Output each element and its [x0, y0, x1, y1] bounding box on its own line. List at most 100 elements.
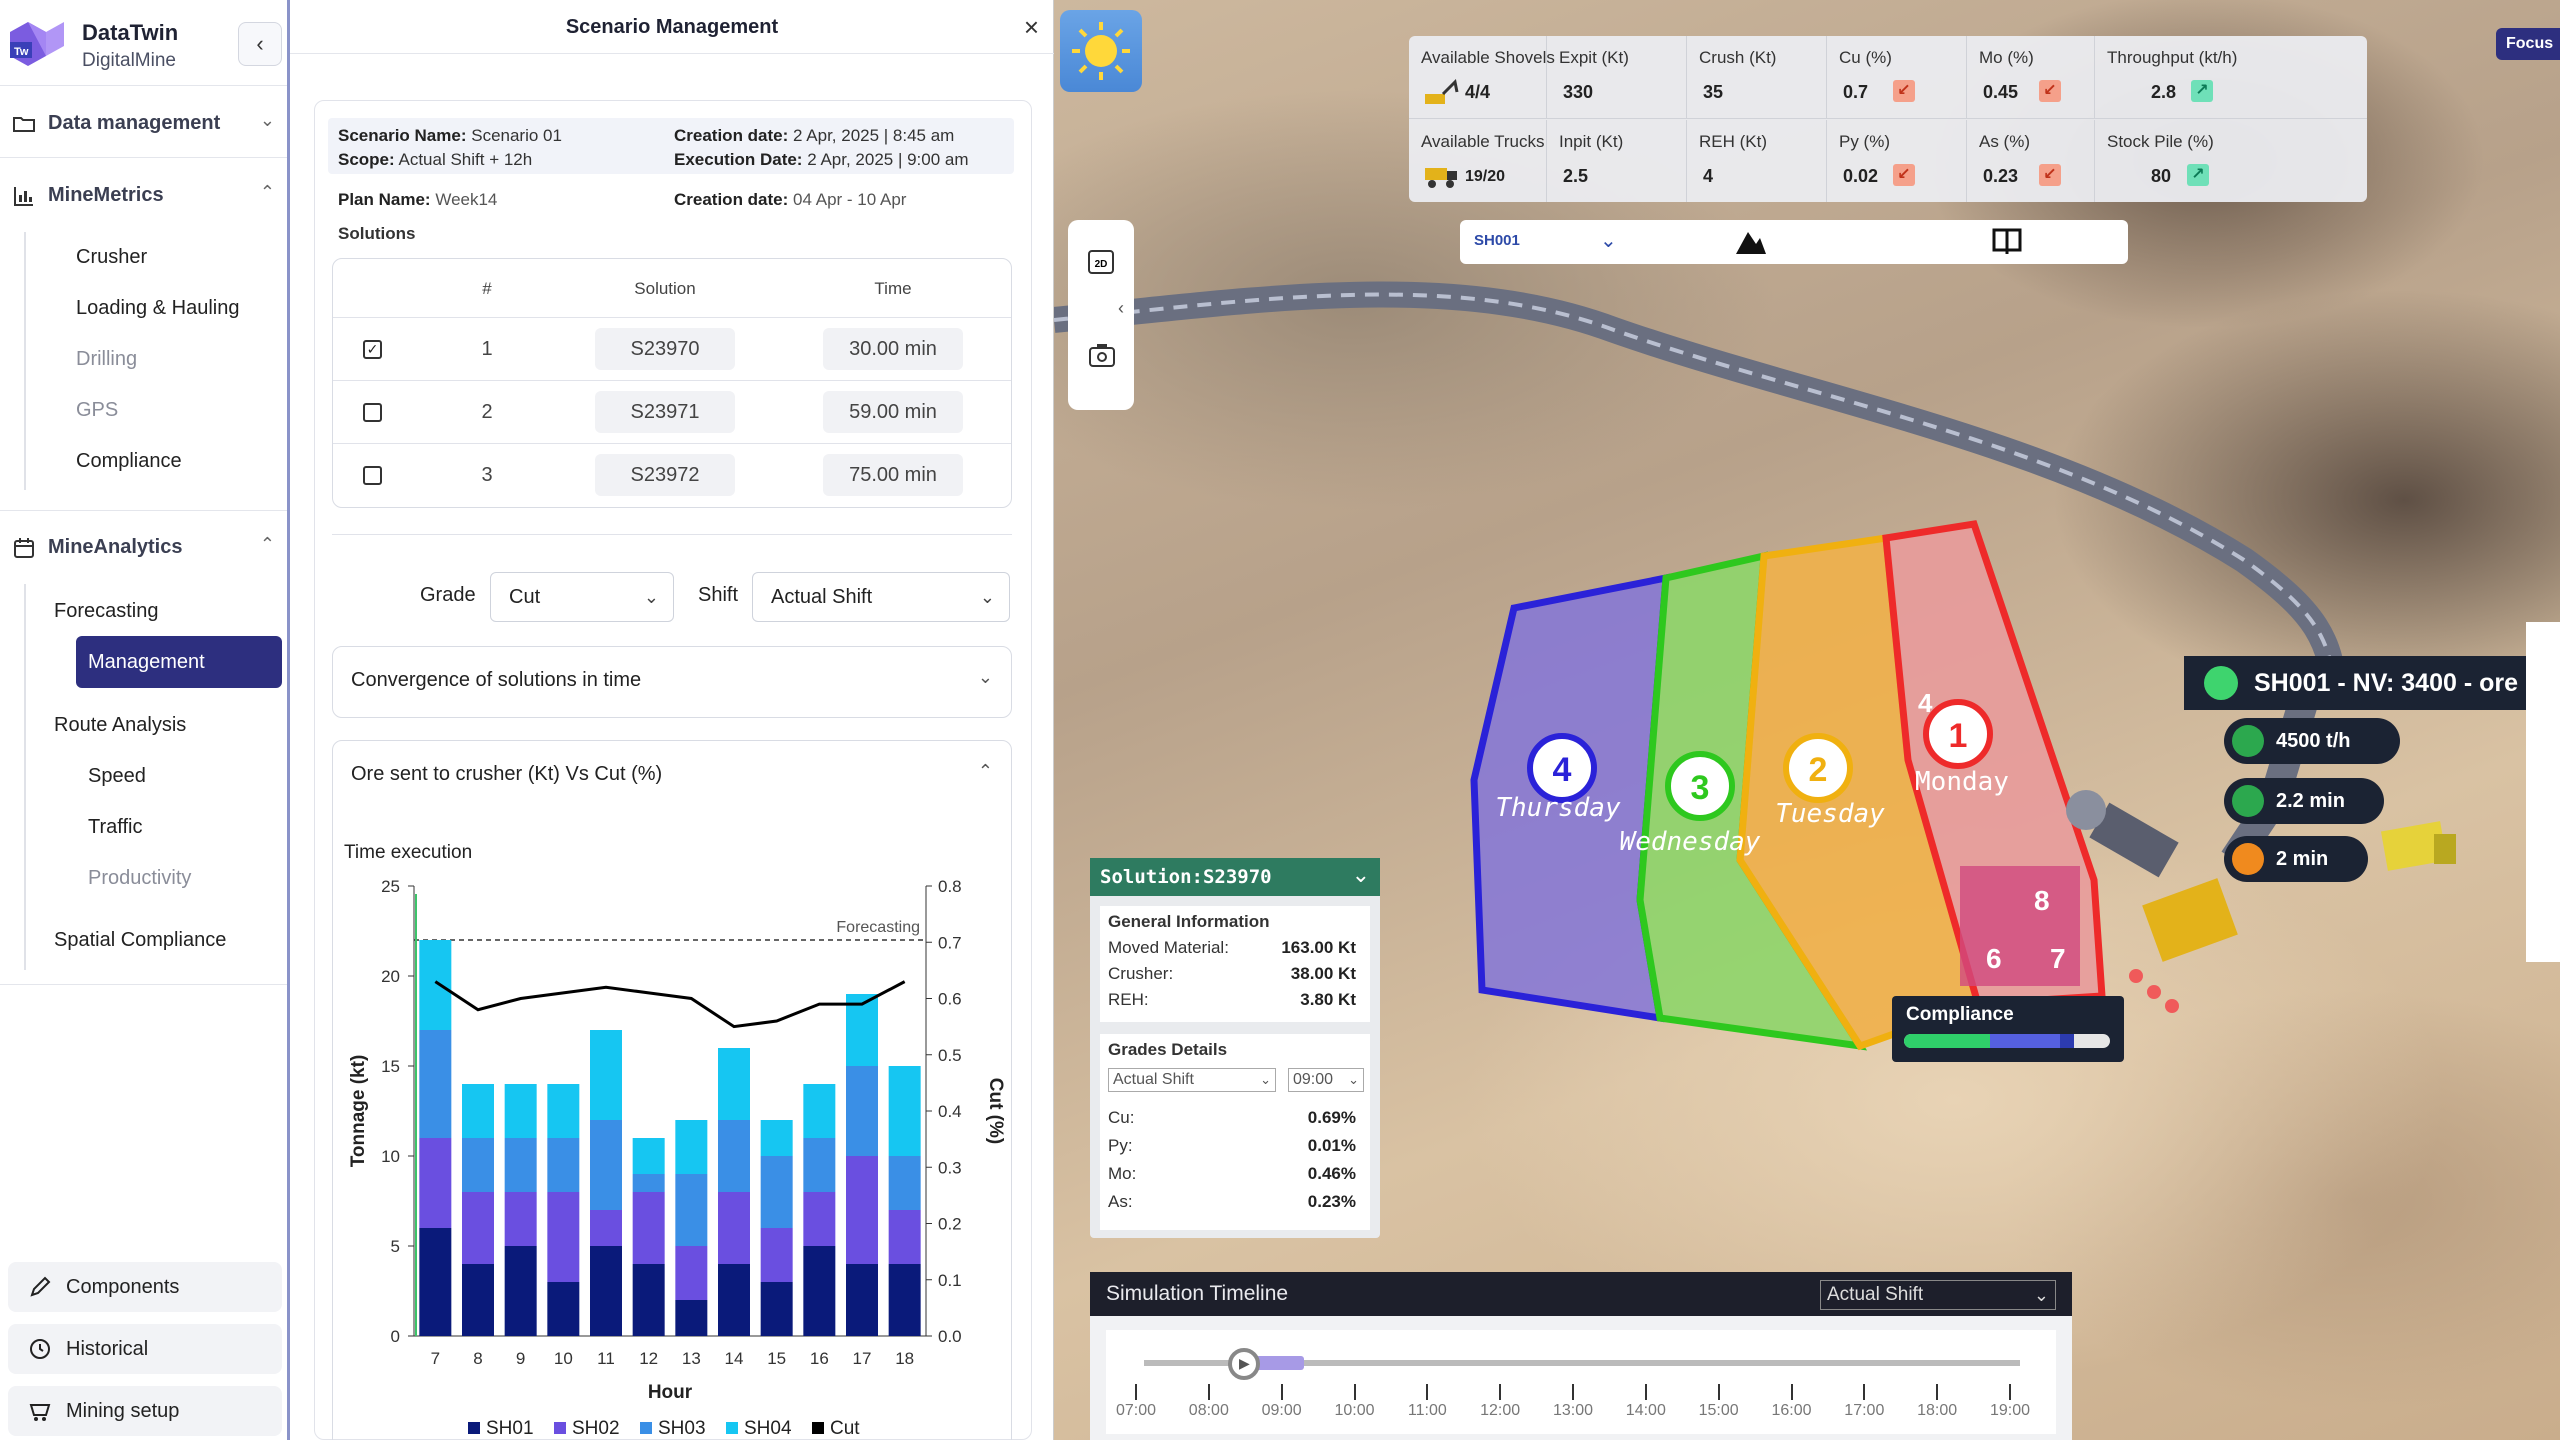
svg-text:1: 1: [1949, 717, 1968, 755]
panel-title: Scenario Management: [290, 0, 1054, 54]
block-label: 6: [1986, 943, 2002, 974]
bar-segment-sh02: [718, 1192, 750, 1264]
zone-marker-2[interactable]: 2: [1783, 733, 1853, 803]
close-icon[interactable]: ×: [1023, 12, 1039, 42]
scenario-execution-date: Execution Date: 2 Apr, 2025 | 9:00 am: [674, 150, 969, 169]
nav-section-minemetrics[interactable]: MineMetrics ⌃: [0, 160, 287, 230]
haul-road-lanes: [1054, 292, 2336, 701]
legend-swatch: [468, 1422, 480, 1434]
nav-item-productivity[interactable]: Productivity: [88, 867, 192, 889]
chevron-down-icon[interactable]: ⌄: [1600, 230, 1617, 252]
timeline-hour-label: 14:00: [1625, 1402, 1666, 1419]
bar-segment-sh01: [803, 1246, 836, 1336]
convergence-accordion[interactable]: Convergence of solutions in time ⌄: [332, 646, 1012, 718]
bar-segment-sh04: [504, 1084, 537, 1138]
nav-item-drilling[interactable]: Drilling: [76, 348, 138, 370]
shovel-nv-label[interactable]: SH001 - NV: 3400 - ore: [2184, 656, 2560, 710]
solution-checkbox[interactable]: [363, 466, 382, 485]
trend-up-icon: ↗: [2191, 80, 2213, 102]
collapse-sidebar-button[interactable]: ‹: [238, 22, 282, 66]
nav-tree-line: [24, 232, 26, 490]
nav-item-spatial-compliance[interactable]: Spatial Compliance: [54, 929, 227, 951]
solution-id: S23972: [595, 454, 735, 496]
nav-item-management[interactable]: Management: [76, 636, 282, 688]
nav-item-forecasting[interactable]: Forecasting: [54, 600, 159, 622]
nav-item-traffic[interactable]: Traffic: [88, 816, 143, 838]
bar-segment-sh02: [888, 1210, 921, 1264]
nav-item-speed[interactable]: Speed: [88, 765, 146, 787]
solutions-table: # Solution Time ✓ 1 S23970 30.00 min 2 S…: [332, 258, 1012, 508]
x-tick-label: 13: [682, 1349, 701, 1368]
trend-down-icon: ↙: [1893, 80, 1915, 102]
bar-segment-sh04: [419, 940, 452, 1030]
bar-segment-sh03: [632, 1174, 665, 1192]
nav-item-crusher[interactable]: Crusher: [76, 246, 148, 268]
nav-section-label: MineMetrics: [48, 184, 164, 206]
chevron-left-icon[interactable]: ‹: [1118, 298, 1124, 318]
zone-marker-4[interactable]: 4: [1527, 733, 1597, 803]
zone-marker-3[interactable]: 3: [1665, 751, 1735, 821]
table-header-solution: Solution: [634, 279, 696, 298]
solution-checkbox[interactable]: ✓: [363, 340, 382, 359]
table-row[interactable]: 2 S23971 59.00 min: [333, 380, 1011, 443]
timeline-title: Simulation Timeline: [1090, 1272, 2072, 1316]
legend-swatch: [812, 1422, 824, 1434]
right-side-list[interactable]: [2526, 622, 2560, 962]
3d-mine-view[interactable]: 4 Thursday 3 Wednesday 2 Tuesday 1 Monda…: [1054, 0, 2560, 1440]
nav-item-loading-hauling[interactable]: Loading & Hauling: [76, 297, 240, 319]
nav-section-mineanalytics[interactable]: MineAnalytics ⌃: [0, 512, 287, 582]
timeline-hour-label: 09:00: [1261, 1402, 1302, 1419]
x-tick-label: 11: [597, 1349, 615, 1368]
kpi-crush: Crush (Kt) 35: [1687, 36, 1827, 118]
svg-text:Tw: Tw: [14, 46, 29, 58]
timeline-play-handle[interactable]: ▶: [1228, 1348, 1260, 1380]
path-dot: [2147, 985, 2161, 999]
trend-down-icon: ↙: [2039, 80, 2061, 102]
shovel-nv-text: SH001 - NV: 3400 - ore: [2254, 669, 2519, 697]
mining-setup-button[interactable]: Mining setup: [8, 1386, 282, 1436]
timeline-hour-label: 13:00: [1552, 1402, 1594, 1419]
bar-segment-sh04: [462, 1084, 494, 1138]
chevron-down-icon[interactable]: ⌄: [1351, 862, 1370, 887]
historical-button[interactable]: Historical: [8, 1324, 282, 1374]
bar-segment-sh03: [504, 1138, 537, 1192]
solution-checkbox[interactable]: [363, 403, 382, 422]
nav-section-data-management[interactable]: Data management ⌄: [0, 88, 287, 158]
kpi-available-shovels: Available Shovels 4/4: [1409, 36, 1555, 118]
zone-marker-1[interactable]: 1: [1923, 699, 1993, 769]
timeline-track[interactable]: [1144, 1360, 2020, 1366]
solution-time: 59.00 min: [823, 391, 963, 433]
bar-segment-sh03: [590, 1120, 622, 1210]
table-row[interactable]: ✓ 1 S23970 30.00 min: [333, 317, 1011, 380]
kpi-throughput: Throughput (kt/h) 2.8 ↗: [2107, 48, 2238, 102]
timeline-shift-select[interactable]: Actual Shift ⌄: [1820, 1280, 2056, 1310]
bar-segment-sh02: [547, 1192, 580, 1282]
timeline-tick: [2009, 1384, 2011, 1400]
shovel-model[interactable]: [2066, 790, 2238, 962]
components-button[interactable]: Components: [8, 1262, 282, 1312]
shovel-select[interactable]: SH001: [1474, 232, 1520, 249]
nav-section-label: Data management: [48, 112, 221, 134]
accordion-title[interactable]: Ore sent to crusher (Kt) Vs Cut (%): [351, 763, 663, 785]
split-view-icon[interactable]: [1992, 228, 2022, 256]
shift-select[interactable]: Actual Shift ⌄: [752, 572, 1010, 622]
truck-model[interactable]: [2380, 821, 2456, 871]
divider: [0, 984, 287, 985]
weather-toggle-button[interactable]: [1060, 10, 1142, 92]
focus-button[interactable]: Focus: [2496, 28, 2560, 60]
grades-shift-select[interactable]: Actual Shift ⌄: [1108, 1068, 1276, 1092]
nav-item-route-analysis[interactable]: Route Analysis: [54, 714, 187, 736]
table-row[interactable]: 3 S23972 75.00 min: [333, 443, 1011, 506]
chevron-up-icon[interactable]: ⌃: [977, 761, 993, 781]
grades-time-select[interactable]: 09:00 ⌄: [1288, 1068, 1364, 1092]
2d-view-icon[interactable]: 2D: [1088, 250, 1114, 274]
grade-select[interactable]: Cut ⌄: [490, 572, 674, 622]
nav-item-gps[interactable]: GPS: [76, 399, 119, 421]
clock-icon: [30, 1339, 50, 1359]
legend-label-sh01: SH01: [486, 1418, 534, 1439]
chart-title: Time execution: [344, 842, 472, 863]
nav-item-compliance[interactable]: Compliance: [76, 450, 182, 472]
camera-icon[interactable]: [1088, 342, 1116, 368]
truck-icon: [1425, 168, 1457, 188]
terrain-icon[interactable]: [1734, 228, 1768, 256]
